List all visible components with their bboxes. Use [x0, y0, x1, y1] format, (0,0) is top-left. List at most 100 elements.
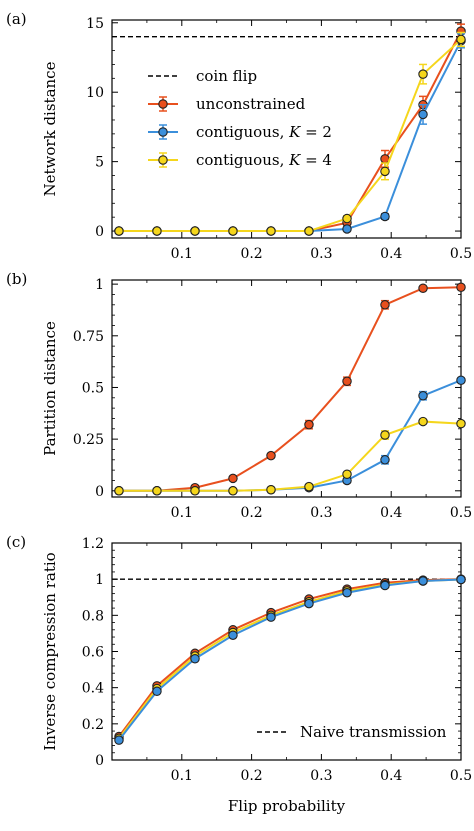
- y-tick-label: 1: [95, 572, 104, 588]
- data-point: [380, 580, 390, 591]
- data-point: [266, 485, 276, 495]
- y-tick-label: 0.75: [73, 329, 104, 345]
- plot-frame: [111, 279, 462, 498]
- x-tick-label: 0.1: [171, 505, 193, 521]
- panel-2: (b) Partition distance 0 0.25 0.5 0.75 1 0.1 0.2…: [6, 270, 472, 521]
- panel-label: (a): [6, 10, 27, 28]
- legend-label: contiguous, K = 2: [196, 123, 332, 141]
- data-point: [342, 376, 352, 387]
- series-line: [118, 578, 462, 741]
- data-point: [342, 224, 352, 234]
- series-line: [118, 286, 462, 492]
- legend: Naive transmission: [257, 723, 447, 741]
- data-point: [228, 630, 238, 640]
- series-line: [118, 578, 462, 738]
- data-point: [418, 390, 428, 401]
- panel-3: (c) Inverse compression ratio 0 0.2 0.4 0.6 0.…: [6, 533, 472, 784]
- data-point: [380, 455, 390, 465]
- y-tick-label: 0.4: [82, 681, 104, 697]
- series-line: [118, 38, 462, 233]
- y-tick-label: 5: [95, 155, 104, 171]
- data-point: [228, 226, 238, 236]
- data-point: [418, 416, 428, 427]
- series-contiguous_k4: [114, 416, 466, 496]
- data-point: [380, 430, 390, 440]
- series-unconstrained: [114, 282, 466, 496]
- y-tick-label: 0: [95, 484, 104, 500]
- legend-swatch-marker: [158, 99, 168, 109]
- data-point: [152, 686, 162, 697]
- y-tick-label: 0.2: [82, 717, 104, 733]
- legend-label: contiguous, K = 4: [196, 151, 332, 169]
- data-point: [304, 481, 314, 492]
- data-point: [456, 375, 466, 385]
- legend-label: Naive transmission: [300, 723, 447, 741]
- x-tick-label: 0.1: [171, 768, 193, 784]
- y-tick-label: 0.5: [82, 380, 104, 396]
- data-point: [380, 300, 390, 310]
- data-point: [418, 69, 428, 79]
- data-point: [114, 226, 124, 236]
- legend-label: unconstrained: [196, 95, 306, 113]
- y-tick-label: 15: [86, 16, 104, 32]
- panel-1: (a) Network distance 0 5 10 15 0.1 0.2 0.3 0.4 0.5…: [6, 10, 472, 262]
- x-tick-label: 0.5: [450, 246, 472, 262]
- data-point: [190, 486, 200, 496]
- data-point: [266, 612, 276, 622]
- legend-label: coin flip: [196, 67, 257, 85]
- data-point: [418, 576, 428, 586]
- x-tick-label: 0.3: [310, 505, 332, 521]
- data-point: [342, 213, 352, 224]
- x-tick-label: 0.5: [450, 505, 472, 521]
- data-point: [152, 486, 162, 496]
- data-point: [228, 486, 238, 496]
- data-point: [304, 598, 314, 609]
- y-axis-label: Inverse compression ratio: [41, 552, 59, 750]
- data-point: [304, 226, 314, 236]
- series-line: [118, 578, 462, 739]
- series-contiguous_k4: [114, 31, 466, 236]
- legend-swatch-marker: [158, 155, 168, 165]
- data-point: [380, 166, 390, 177]
- x-tick-label: 0.3: [310, 768, 332, 784]
- x-tick-label: 0.4: [380, 505, 402, 521]
- legend-swatch-marker: [158, 127, 168, 137]
- data-point: [342, 469, 352, 480]
- data-point: [114, 486, 124, 496]
- series-contiguous_k4: [114, 574, 466, 744]
- x-tick-label: 0.4: [380, 768, 402, 784]
- data-point: [456, 282, 466, 292]
- x-tick-label: 0.3: [310, 246, 332, 262]
- y-tick-label: 1.2: [82, 536, 104, 552]
- x-tick-label: 0.2: [240, 768, 262, 784]
- data-point: [342, 587, 352, 598]
- data-point: [456, 34, 466, 45]
- x-tick-label: 0.4: [380, 246, 402, 262]
- data-point: [266, 226, 276, 236]
- data-point: [304, 419, 314, 430]
- y-axis-label: Partition distance: [41, 321, 59, 456]
- y-tick-label: 10: [86, 85, 104, 101]
- series-unconstrained: [114, 574, 466, 742]
- x-tick-label: 0.5: [450, 768, 472, 784]
- x-axis-label: Flip probability: [228, 797, 346, 815]
- data-point: [456, 418, 466, 429]
- y-tick-label: 1: [95, 277, 104, 293]
- y-tick-label: 0.6: [82, 645, 104, 661]
- series-contiguous_k2: [114, 375, 466, 496]
- data-point: [380, 211, 390, 222]
- series-line: [118, 379, 462, 492]
- data-point: [456, 574, 466, 585]
- y-tick-label: 0: [95, 753, 104, 769]
- data-point: [266, 450, 276, 461]
- data-point: [228, 473, 238, 484]
- data-point: [190, 226, 200, 236]
- data-point: [114, 735, 124, 745]
- data-point: [418, 283, 428, 294]
- data-point: [152, 226, 162, 236]
- panel-label: (b): [6, 270, 27, 288]
- y-tick-label: 0: [95, 224, 104, 240]
- legend: coin flip unconstrained contiguous, K = 2 c…: [148, 67, 332, 169]
